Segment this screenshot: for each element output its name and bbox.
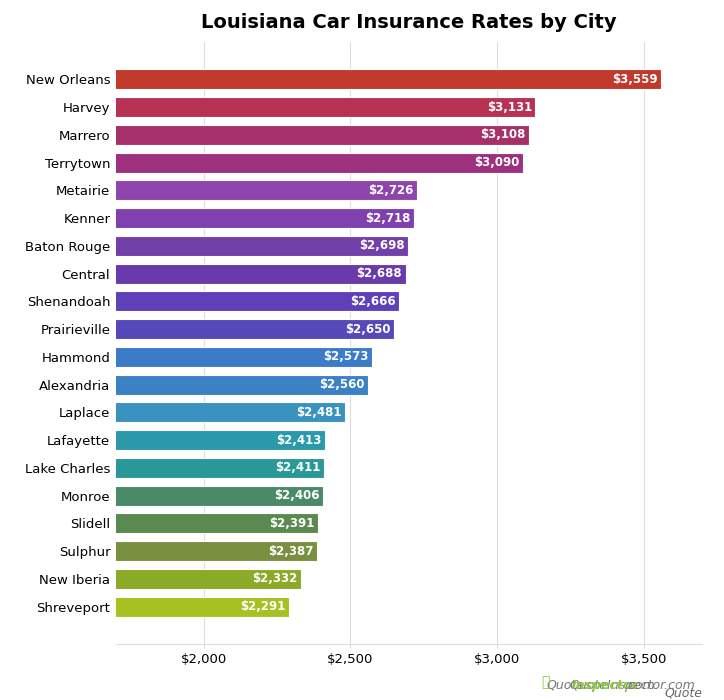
Text: $2,688: $2,688	[356, 267, 402, 280]
Bar	[0, 319, 395, 339]
Bar	[0, 69, 661, 90]
Text: $3,559: $3,559	[612, 73, 657, 86]
Text: $2,413: $2,413	[276, 433, 321, 447]
Bar	[0, 374, 368, 395]
Bar	[0, 125, 529, 145]
Text: $2,560: $2,560	[319, 378, 364, 391]
Text: Ⓠ: Ⓠ	[542, 676, 550, 690]
Text: Inspector: Inspector	[571, 678, 638, 692]
Text: .com: .com	[624, 678, 654, 692]
Text: $2,573: $2,573	[323, 351, 369, 363]
Bar	[0, 486, 323, 505]
Text: $3,108: $3,108	[480, 128, 525, 141]
Bar	[0, 291, 399, 312]
Text: $3,090: $3,090	[474, 156, 520, 169]
Bar	[0, 430, 325, 450]
Text: Quote: Quote	[665, 686, 702, 699]
Text: $2,666: $2,666	[350, 295, 395, 308]
Bar	[0, 208, 414, 228]
Text: Quote: Quote	[547, 678, 584, 692]
Bar	[0, 569, 301, 589]
Bar	[0, 153, 523, 173]
Text: $2,718: $2,718	[366, 211, 411, 225]
Text: $2,391: $2,391	[269, 517, 315, 530]
Bar	[0, 236, 408, 256]
Bar	[0, 458, 324, 478]
Text: $2,698: $2,698	[359, 239, 405, 253]
Bar	[0, 513, 319, 533]
Text: $3,131: $3,131	[487, 101, 532, 113]
Text: $2,411: $2,411	[275, 461, 321, 475]
Bar	[0, 596, 289, 617]
Bar	[0, 181, 417, 200]
Text: QuoteInspector.com: QuoteInspector.com	[569, 678, 695, 692]
Text: $2,332: $2,332	[253, 573, 298, 585]
Bar	[0, 402, 345, 422]
Text: $2,387: $2,387	[269, 545, 313, 558]
Bar	[0, 264, 405, 284]
Text: $2,481: $2,481	[296, 406, 341, 419]
Bar	[0, 347, 372, 367]
Title: Louisiana Car Insurance Rates by City: Louisiana Car Insurance Rates by City	[201, 13, 617, 32]
Text: $2,406: $2,406	[274, 489, 319, 502]
Bar	[0, 97, 536, 117]
Text: $2,650: $2,650	[345, 323, 391, 335]
Text: $2,291: $2,291	[240, 600, 285, 613]
Bar	[0, 541, 317, 561]
Text: $2,726: $2,726	[368, 184, 413, 197]
